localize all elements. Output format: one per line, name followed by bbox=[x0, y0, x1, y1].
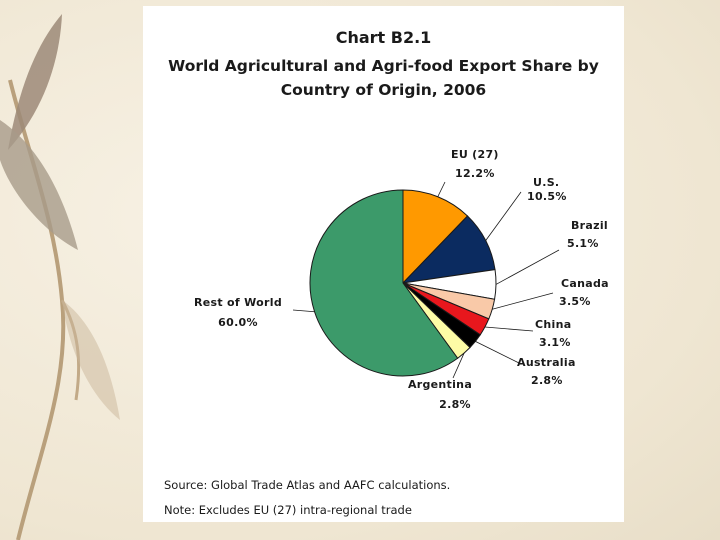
exclusion-note: Note: Excludes EU (27) intra-regional tr… bbox=[164, 503, 412, 517]
slice-name-argentina: Argentina bbox=[408, 378, 472, 391]
leader-line-rest-of-world bbox=[292, 309, 315, 313]
slice-name-rest-of-world: Rest of World bbox=[194, 296, 282, 309]
slice-name-canada: Canada bbox=[561, 277, 609, 290]
leaf-upper bbox=[8, 14, 62, 150]
leader-line-brazil bbox=[495, 249, 560, 285]
slice-value-argentina: 2.8% bbox=[439, 398, 471, 411]
leaf-branch-decoration bbox=[0, 14, 120, 540]
slice-value-canada: 3.5% bbox=[559, 295, 591, 308]
source-note: Source: Global Trade Atlas and AAFC calc… bbox=[164, 478, 451, 492]
slice-name-china: China bbox=[535, 318, 571, 331]
slice-value-u-s: 10.5% bbox=[527, 190, 567, 203]
chart-title: World Agricultural and Agri-food Export … bbox=[153, 54, 614, 102]
slice-value-australia: 2.8% bbox=[531, 374, 563, 387]
leader-line-canada bbox=[492, 292, 554, 310]
leader-line-china bbox=[484, 326, 534, 332]
leader-line-argentina bbox=[452, 352, 465, 379]
chart-number: Chart B2.1 bbox=[335, 28, 432, 47]
slice-value-eu-27: 12.2% bbox=[455, 167, 495, 180]
slice-name-brazil: Brazil bbox=[571, 219, 608, 232]
slice-name-australia: Australia bbox=[517, 356, 576, 369]
chart-title-line-1: World Agricultural and Agri-food Export … bbox=[168, 57, 599, 75]
leader-line-australia bbox=[475, 341, 520, 364]
leaf-lower bbox=[62, 300, 120, 420]
slice-value-brazil: 5.1% bbox=[567, 237, 599, 250]
pie-chart: EU (27) 12.2% U.S.10.5% Brazil 5.1% Canada 3.5… bbox=[194, 148, 609, 411]
leader-line-eu-27 bbox=[437, 181, 446, 197]
leader-line-u-s bbox=[485, 191, 522, 241]
slice-name-eu-27: EU (27) bbox=[451, 148, 499, 161]
leaf-middle bbox=[0, 120, 78, 250]
pie-slice-eu-27 bbox=[402, 189, 469, 285]
slice-value-china: 3.1% bbox=[539, 336, 571, 349]
slice-name-u-s: U.S. bbox=[533, 176, 559, 189]
slice-value-rest-of-world: 60.0% bbox=[218, 316, 258, 329]
chart-title-line-2: Country of Origin, 2006 bbox=[280, 81, 487, 99]
chart-card: Chart B2.1 World Agricultural and Agri-f… bbox=[143, 6, 624, 522]
